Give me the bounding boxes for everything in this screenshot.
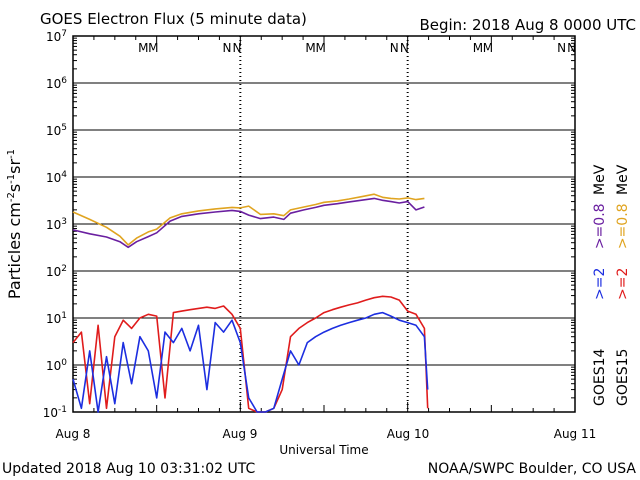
y-axis-label: Particles cm-2s-1sr-1 bbox=[5, 149, 24, 299]
legend-goes15-unit: MeV bbox=[615, 164, 631, 195]
y-tick-label: 105 bbox=[46, 123, 67, 138]
legend-goes15: >=2 >=0.8 MeV bbox=[615, 164, 631, 300]
marker-n-6: N bbox=[390, 41, 399, 55]
legend-goes14: >=2 >=0.8 MeV bbox=[592, 164, 608, 300]
flux-series bbox=[72, 193, 429, 413]
svg-text:>=2 >=0.8 MeV: >=2 >=0.8 MeV bbox=[615, 164, 631, 300]
svg-text:>=2 >=0.8 MeV: >=2 >=0.8 MeV bbox=[592, 164, 608, 300]
chart-title: GOES Electron Flux (5 minute data) bbox=[40, 10, 307, 28]
x-tick-label-aug11: Aug 11 bbox=[554, 427, 597, 441]
marker-m-1: M bbox=[148, 41, 158, 55]
y-tick-label: 102 bbox=[46, 264, 67, 279]
x-tick-label-aug8: Aug 8 bbox=[56, 427, 91, 441]
x-tick-label-aug10: Aug 10 bbox=[387, 427, 430, 441]
y-tick-label: 106 bbox=[46, 76, 67, 91]
legend-goes14-unit: MeV bbox=[592, 164, 608, 195]
series-line-goes14-2-mev bbox=[72, 311, 429, 413]
y-tick-label: 107 bbox=[46, 29, 67, 44]
series-line-goes14-0-8-mev bbox=[72, 197, 425, 249]
series-line-goes15-0-8-mev bbox=[72, 193, 425, 246]
axis-ticks bbox=[72, 35, 576, 413]
marker-m-8: M bbox=[473, 41, 483, 55]
y-tick-label: 104 bbox=[46, 170, 67, 185]
legend-goes15-e2: >=2 bbox=[615, 268, 631, 300]
marker-n-10: N bbox=[557, 41, 566, 55]
x-tick-label-aug9: Aug 9 bbox=[223, 427, 258, 441]
legend-goes14-e08: >=0.8 bbox=[592, 203, 608, 249]
legend-goes14-e2: >=2 bbox=[592, 268, 608, 300]
legend-goes15-satellite: GOES15 bbox=[615, 349, 631, 406]
legend-goes14-satellite: GOES14 bbox=[592, 348, 608, 406]
y-tick-label: 101 bbox=[46, 311, 67, 326]
y-tick-label: 100 bbox=[46, 358, 67, 373]
series-line-goes15-2-mev bbox=[72, 295, 429, 413]
credit: NOAA/SWPC Boulder, CO USA bbox=[428, 461, 637, 477]
marker-m-4: M bbox=[305, 41, 315, 55]
y-tick-label: 10-1 bbox=[43, 405, 67, 420]
begin-time: Begin: 2018 Aug 8 0000 UTC bbox=[419, 16, 636, 34]
x-axis-label: Universal Time bbox=[279, 443, 368, 457]
updated-timestamp: Updated 2018 Aug 10 03:31:02 UTC bbox=[2, 461, 255, 477]
marker-n-11: N bbox=[567, 41, 576, 55]
marker-n-7: N bbox=[400, 41, 409, 55]
y-tick-labels: 10-1 100 101 102 103 104 105 106 107 bbox=[43, 29, 68, 420]
marker-m-0: M bbox=[138, 41, 148, 55]
y-tick-label: 103 bbox=[46, 217, 67, 232]
marker-n-3: N bbox=[232, 41, 241, 55]
marker-m-9: M bbox=[483, 41, 493, 55]
marker-n-2: N bbox=[222, 41, 231, 55]
marker-m-5: M bbox=[315, 41, 325, 55]
legend-goes15-e08: >=0.8 bbox=[615, 203, 631, 249]
